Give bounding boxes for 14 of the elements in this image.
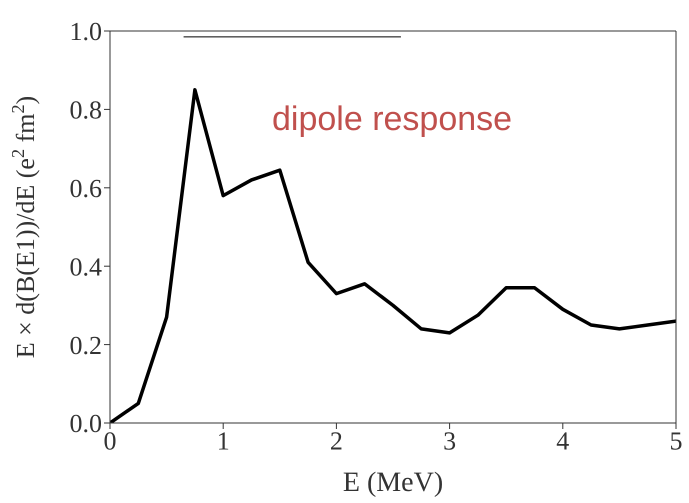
y-tick-label: 0.2 [70, 330, 102, 360]
y-tick-label: 0.4 [70, 252, 102, 282]
x-tick-label: 5 [670, 426, 682, 456]
x-tick-label: 4 [556, 426, 570, 456]
x-tick-label: 2 [330, 426, 343, 456]
y-tick-label: 0.8 [70, 96, 102, 125]
y-tick-label: 0.6 [70, 174, 102, 204]
x-tick-label: 3 [443, 426, 456, 456]
x-tick-label: 0 [104, 426, 116, 456]
x-tick-label: 1 [216, 426, 230, 456]
y-tick-label: 0.0 [70, 409, 102, 438]
y-tick-label: 1.0 [70, 17, 102, 46]
annotation: dipole response [272, 100, 512, 139]
x-axis-title: E (MeV) [342, 467, 444, 498]
